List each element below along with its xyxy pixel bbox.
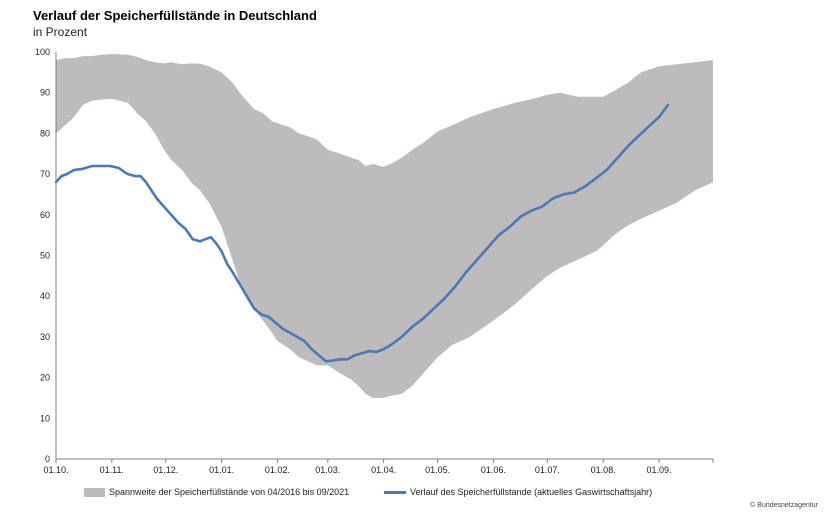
y-tick-label: 80: [40, 128, 50, 138]
range-area: [56, 54, 713, 398]
x-tick-label: 01.04.: [371, 465, 396, 475]
y-axis-ticks: 0 10 20 30 40 50 60 70 80 90 100: [35, 47, 50, 464]
y-tick-label: 40: [40, 291, 50, 301]
chart-title: Verlauf der Speicherfüllstände in Deutsc…: [33, 8, 317, 23]
y-tick-label: 20: [40, 373, 50, 383]
x-tick-label: 01.11.: [100, 465, 124, 475]
x-tick-label: 01.03.: [315, 465, 340, 475]
y-tick-label: 90: [40, 88, 50, 98]
y-tick-label: 10: [40, 413, 50, 423]
y-tick-label: 100: [35, 47, 50, 57]
y-tick-label: 30: [40, 332, 50, 342]
legend-line: Verlauf des Speicherfüllstande (aktuelle…: [384, 487, 652, 497]
legend-range-label: Spannweite der Speicherfüllstände von 04…: [109, 487, 350, 497]
source-credit: © Bundesnetzagentur: [750, 502, 818, 509]
chart-subtitle: in Prozent: [33, 25, 88, 39]
x-tick-label: 01.06.: [481, 465, 506, 475]
y-tick-label: 0: [45, 454, 50, 464]
y-tick-label: 60: [40, 210, 50, 220]
x-tick-label: 01.10.: [43, 465, 68, 475]
x-tick-label: 01.05.: [425, 465, 450, 475]
legend-range: Spannweite der Speicherfüllstände von 04…: [84, 487, 349, 497]
x-tick-label: 01.12.: [153, 465, 178, 475]
legend-range-swatch: [84, 487, 105, 497]
legend-line-label: Verlauf des Speicherfüllstande (aktuelle…: [410, 487, 653, 497]
storage-level-chart: 0 10 20 30 40 50 60 70 80 90 100 01.10. 01.11. 01.12…: [35, 47, 714, 475]
y-tick-label: 70: [40, 169, 50, 179]
x-tick-label: 01.09.: [646, 465, 671, 475]
x-axis-ticks: 01.10. 01.11. 01.12. 01.01. 01.02. 01.03. 01.0…: [43, 459, 714, 475]
legend-line-swatch: [384, 490, 406, 494]
x-tick-label: 01.08.: [591, 465, 616, 475]
y-tick-label: 50: [40, 251, 50, 261]
x-tick-label: 01.01.: [209, 465, 234, 475]
x-tick-label: 01.02.: [265, 465, 290, 475]
current-level-line: [54, 103, 670, 363]
x-tick-label: 01.07.: [535, 465, 560, 475]
